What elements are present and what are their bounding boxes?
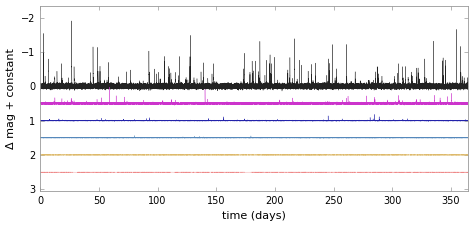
X-axis label: time (days): time (days) (222, 211, 286, 222)
Y-axis label: Δ mag + constant: Δ mag + constant (6, 48, 16, 149)
